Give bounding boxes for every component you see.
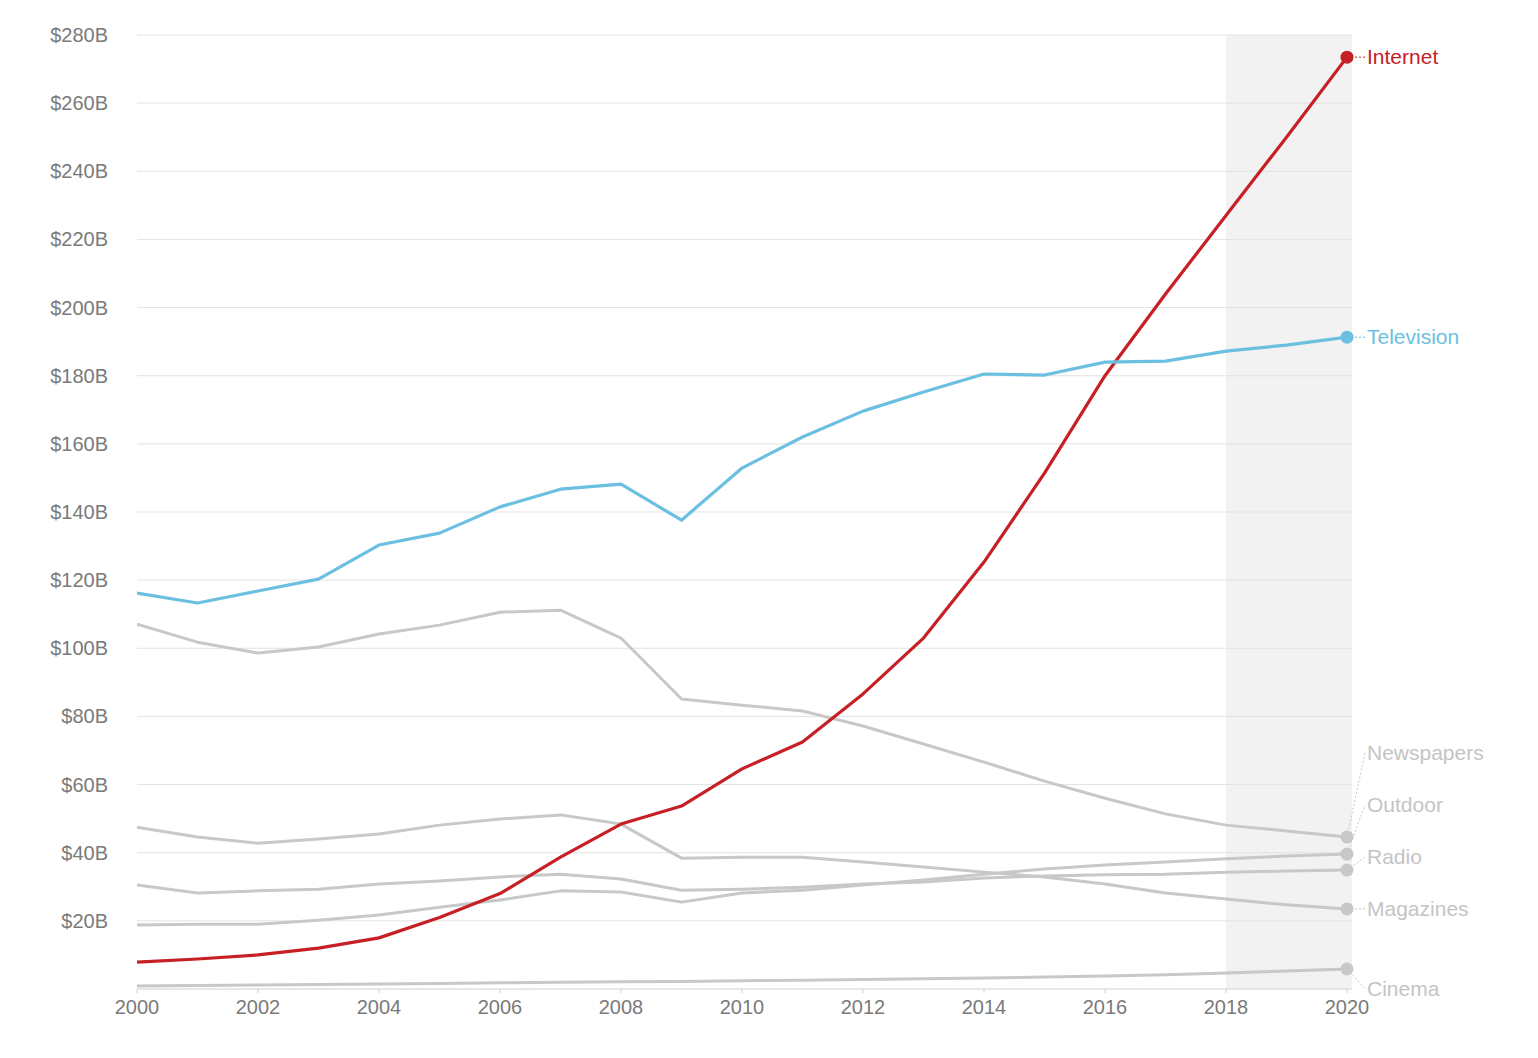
- series-label: Outdoor: [1367, 793, 1443, 816]
- grid-line: [137, 103, 1352, 104]
- y-tick-label: $80B: [61, 705, 108, 727]
- y-tick-label: $280B: [50, 24, 108, 46]
- grid-line: [137, 784, 1352, 785]
- y-tick-label: $40B: [61, 842, 108, 864]
- grid-line: [137, 307, 1352, 308]
- grid-line: [137, 375, 1352, 376]
- end-point: [1341, 962, 1354, 975]
- series-line: [137, 969, 1347, 986]
- label-leader: [1347, 753, 1365, 837]
- series-label: Internet: [1367, 45, 1438, 68]
- x-tick-label: 2004: [357, 996, 402, 1018]
- series-line: [137, 610, 1347, 837]
- grid-line: [137, 512, 1352, 513]
- series-line: [137, 337, 1347, 603]
- chart: $20B $40B $60B $80B $100B $120B $140B $160B $180…: [0, 0, 1538, 1058]
- grid-line: [137, 716, 1352, 717]
- y-tick-label: $200B: [50, 297, 108, 319]
- grid-line: [137, 239, 1352, 240]
- end-point: [1341, 864, 1354, 877]
- y-tick-label: $100B: [50, 637, 108, 659]
- series-line: [137, 854, 1347, 925]
- series-label: Cinema: [1367, 977, 1440, 1000]
- x-tick: [863, 989, 864, 993]
- end-point: [1341, 331, 1354, 344]
- y-tick-label: $160B: [50, 433, 108, 455]
- y-tick-label: $20B: [61, 910, 108, 932]
- x-tick-label: 2020: [1325, 996, 1370, 1018]
- grid-line: [137, 852, 1352, 853]
- x-tick-label: 2000: [115, 996, 160, 1018]
- series-label: Newspapers: [1367, 741, 1484, 764]
- x-tick-label: 2008: [599, 996, 644, 1018]
- x-tick: [984, 989, 985, 993]
- x-tick: [137, 989, 138, 993]
- series-label: Radio: [1367, 845, 1422, 868]
- series-line: [137, 57, 1347, 962]
- x-tick-label: 2016: [1083, 996, 1128, 1018]
- x-tick: [1347, 989, 1348, 993]
- x-tick: [1105, 989, 1106, 993]
- end-point: [1341, 848, 1354, 861]
- series-line: [137, 815, 1347, 909]
- x-axis-line: [137, 989, 1352, 990]
- end-point: [1341, 51, 1354, 64]
- series-label: Television: [1367, 325, 1459, 348]
- y-tick-label: $180B: [50, 365, 108, 387]
- x-tick: [1226, 989, 1227, 993]
- y-tick-label: $260B: [50, 92, 108, 114]
- series-line: [137, 870, 1347, 893]
- x-tick-label: 2014: [962, 996, 1007, 1018]
- grid-line: [137, 171, 1352, 172]
- x-tick: [621, 989, 622, 993]
- y-tick-label: $60B: [61, 774, 108, 796]
- y-tick-label: $240B: [50, 160, 108, 182]
- grid-line: [137, 443, 1352, 444]
- x-tick-label: 2002: [236, 996, 281, 1018]
- grid-line: [137, 35, 1352, 36]
- x-tick-label: 2018: [1204, 996, 1249, 1018]
- y-tick-label: $120B: [50, 569, 108, 591]
- x-tick: [500, 989, 501, 993]
- x-tick-label: 2010: [720, 996, 765, 1018]
- x-tick: [258, 989, 259, 993]
- x-tick-label: 2012: [841, 996, 886, 1018]
- y-tick-label: $140B: [50, 501, 108, 523]
- series-label: Magazines: [1367, 897, 1469, 920]
- x-tick: [379, 989, 380, 993]
- x-tick: [742, 989, 743, 993]
- label-leader: [1347, 805, 1365, 854]
- x-tick-label: 2006: [478, 996, 523, 1018]
- y-tick-label: $220B: [50, 228, 108, 250]
- end-point: [1341, 902, 1354, 915]
- plot-lines: [137, 57, 1347, 986]
